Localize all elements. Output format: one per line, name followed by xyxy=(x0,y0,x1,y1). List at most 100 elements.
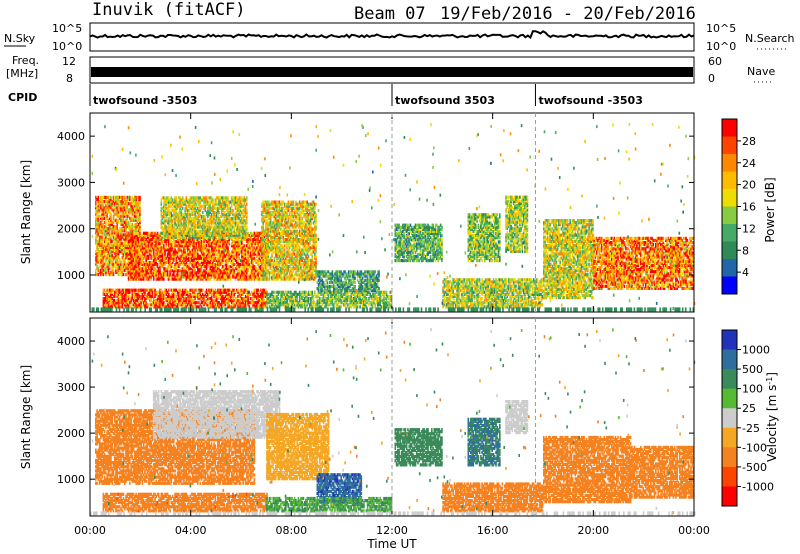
range-cell xyxy=(96,197,98,202)
range-cell xyxy=(198,215,200,219)
range-cell xyxy=(173,198,175,202)
range-cell xyxy=(121,200,124,204)
range-cell xyxy=(207,231,209,235)
range-cell xyxy=(174,204,176,208)
range-cell xyxy=(163,258,165,262)
range-cell xyxy=(137,204,140,208)
range-cell xyxy=(213,240,215,244)
range-cell xyxy=(103,227,106,231)
range-cell xyxy=(174,277,176,281)
range-cell xyxy=(137,258,140,262)
range-cell xyxy=(115,268,117,272)
range-cell xyxy=(163,204,165,208)
range-cell xyxy=(202,271,204,275)
range-cell xyxy=(135,242,137,246)
range-cell xyxy=(180,198,183,202)
range-cell xyxy=(134,222,136,227)
range-cell xyxy=(168,227,170,231)
range-cell xyxy=(186,252,189,256)
range-cell xyxy=(124,268,126,272)
range-cell xyxy=(121,206,124,210)
range-cell xyxy=(174,252,176,256)
range-cell xyxy=(169,254,171,258)
range-cell xyxy=(107,202,110,206)
range-cell xyxy=(160,235,163,240)
range-cell xyxy=(154,273,156,277)
range-cell xyxy=(237,262,239,267)
range-cell xyxy=(194,246,196,250)
range-cell xyxy=(144,267,146,271)
range-cell xyxy=(157,267,160,271)
range-cell xyxy=(125,222,127,227)
range-cell xyxy=(178,273,180,277)
range-cell xyxy=(178,250,180,254)
range-cell xyxy=(199,204,202,208)
range-cell xyxy=(163,260,165,265)
range-cell xyxy=(107,252,110,256)
range-cell xyxy=(198,200,200,204)
range-cell xyxy=(195,260,198,265)
range-cell xyxy=(263,240,266,244)
range-cell xyxy=(170,219,173,223)
range-cell xyxy=(149,244,151,248)
range-cell xyxy=(227,250,229,254)
range-cell xyxy=(251,260,253,265)
range-cell xyxy=(202,223,204,227)
range-cell xyxy=(118,243,121,247)
range-cell xyxy=(126,206,129,210)
range-cell xyxy=(166,256,169,260)
range-cell xyxy=(198,233,200,237)
range-cell xyxy=(195,235,198,240)
range-cell xyxy=(204,256,207,260)
range-cell xyxy=(169,217,171,221)
range-cell xyxy=(220,275,223,279)
range-cell xyxy=(219,269,222,273)
range-cell xyxy=(195,265,198,269)
freq-tick-top: 12 xyxy=(62,55,76,68)
range-cell xyxy=(249,252,252,256)
range-cell xyxy=(247,231,249,235)
range-cell xyxy=(252,265,254,269)
range-cell xyxy=(193,246,195,250)
range-cell xyxy=(96,231,98,235)
range-cell xyxy=(154,256,156,260)
range-cell xyxy=(171,256,174,260)
range-cell xyxy=(233,271,235,275)
range-cell xyxy=(224,248,227,252)
range-cell xyxy=(112,256,115,260)
range-cell xyxy=(156,238,159,242)
range-cell xyxy=(147,265,150,269)
range-cell xyxy=(256,275,258,279)
range-cell xyxy=(170,246,173,250)
range-cell xyxy=(214,271,217,275)
range-cell xyxy=(97,204,100,208)
range-cell xyxy=(189,219,191,223)
range-cell xyxy=(186,231,189,235)
range-cell xyxy=(118,216,121,220)
range-cell xyxy=(160,221,163,225)
range-cell xyxy=(131,250,134,254)
range-cell xyxy=(145,242,147,246)
range-cell xyxy=(137,195,140,199)
freq-label-line2: [MHz] xyxy=(6,67,38,80)
range-cell xyxy=(259,277,262,281)
range-cell xyxy=(194,231,196,235)
range-cell xyxy=(171,252,174,256)
range-cell xyxy=(113,262,116,266)
nsky-tick-top: 10^5 xyxy=(52,22,82,35)
range-cell xyxy=(96,258,98,262)
range-cell xyxy=(100,247,102,252)
range-cell xyxy=(220,271,223,275)
range-cell xyxy=(247,252,249,256)
range-cell xyxy=(203,246,205,250)
range-cell xyxy=(175,219,178,223)
range-cell xyxy=(243,260,246,265)
range-cell xyxy=(224,242,227,246)
beam-label: Beam 07 xyxy=(354,4,426,24)
range-cell xyxy=(249,260,252,265)
range-cell xyxy=(181,262,184,267)
range-cell xyxy=(130,208,132,212)
range-cell xyxy=(147,250,150,254)
range-cell xyxy=(155,242,157,246)
range-cell xyxy=(131,197,134,202)
